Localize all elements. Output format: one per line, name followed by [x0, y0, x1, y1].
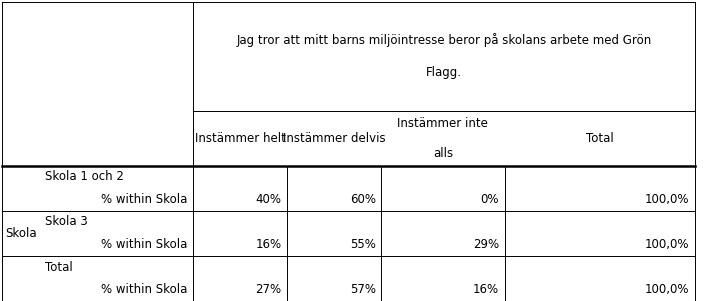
Text: 40%: 40%: [256, 193, 282, 206]
Text: 16%: 16%: [256, 238, 282, 251]
Text: 55%: 55%: [349, 238, 376, 251]
Text: 60%: 60%: [349, 193, 376, 206]
Text: Instämmer inte: Instämmer inte: [397, 116, 489, 130]
Text: Instämmer delvis: Instämmer delvis: [283, 132, 385, 145]
Text: 57%: 57%: [349, 283, 376, 296]
Text: Jag tror att mitt barns miljöintresse beror på skolans arbete med Grön: Jag tror att mitt barns miljöintresse be…: [237, 33, 652, 47]
Text: Skola 3: Skola 3: [45, 216, 88, 228]
Text: 100,0%: 100,0%: [645, 193, 689, 206]
Text: Total: Total: [586, 132, 614, 145]
Text: % within Skola: % within Skola: [101, 238, 188, 251]
Text: Flagg.: Flagg.: [426, 67, 462, 79]
Text: Skola: Skola: [5, 227, 37, 240]
Text: Instämmer helt: Instämmer helt: [195, 132, 285, 145]
Text: 0%: 0%: [481, 193, 499, 206]
Text: 100,0%: 100,0%: [645, 283, 689, 296]
Text: 16%: 16%: [473, 283, 499, 296]
Text: alls: alls: [433, 147, 453, 160]
Text: 29%: 29%: [473, 238, 499, 251]
Text: 100,0%: 100,0%: [645, 238, 689, 251]
Text: Skola 1 och 2: Skola 1 och 2: [45, 170, 124, 183]
Text: % within Skola: % within Skola: [101, 193, 188, 206]
Text: % within Skola: % within Skola: [101, 283, 188, 296]
Text: 27%: 27%: [256, 283, 282, 296]
Text: Total: Total: [45, 261, 73, 274]
